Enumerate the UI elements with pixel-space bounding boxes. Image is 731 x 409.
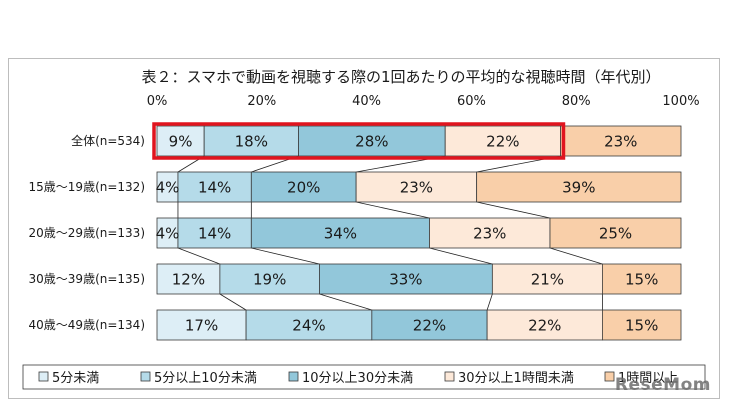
bar-segment [156, 309, 247, 341]
bar-segment [250, 217, 430, 249]
category-label: 20歳～29歳(n=133) [29, 226, 145, 240]
highlight-rect [152, 122, 566, 160]
data-label: 22% [486, 133, 519, 151]
category-label: 30歳～39歳(n=135) [29, 272, 145, 286]
legend-swatch [288, 371, 299, 382]
connector-line [356, 201, 430, 219]
category-label: 40歳～49歳(n=134) [29, 318, 145, 332]
bar-segment [602, 309, 682, 341]
data-label: 20% [287, 179, 320, 197]
x-tick-label: 80% [562, 94, 591, 109]
x-axis-ticks: 0% 20% 40% 60% 80% 100% [147, 94, 700, 109]
bar-segment [429, 217, 551, 249]
connector-line [486, 293, 493, 311]
x-tick-label: 40% [352, 94, 381, 109]
category-label: 全体(n=534) [71, 133, 145, 148]
data-label: 4% [156, 179, 180, 197]
data-label: 25% [599, 225, 632, 243]
legend-label: 10分以上30分未満 [302, 371, 413, 386]
connector-line [177, 247, 221, 265]
legend-swatch [140, 371, 151, 382]
data-label: 14% [198, 225, 231, 243]
bar-segment [602, 263, 682, 295]
bar-segment [560, 125, 682, 157]
data-label: 15% [625, 271, 658, 289]
bar-segment [156, 263, 221, 295]
category-labels: 全体(n=534) 15歳～19歳(n=132) 20歳～29歳(n=133) 30歳… [29, 133, 145, 332]
legend-box [22, 364, 706, 390]
bar-segment [250, 171, 357, 203]
bar-segment [177, 171, 252, 203]
bar-segment [219, 263, 320, 295]
category-label: 15歳～19歳(n=132) [29, 180, 145, 194]
data-label: 15% [625, 317, 658, 335]
watermark-logo: ReseMom [614, 375, 711, 395]
data-label: 23% [604, 133, 637, 151]
data-label: 17% [185, 317, 218, 335]
data-labels: 9% 18% 28% 22% 23% 4% 14% 20% 23% 39% 4% 14% 34% 23% 2… [156, 133, 659, 335]
data-label: 14% [198, 179, 231, 197]
connector-line [476, 201, 551, 219]
bar-segment [549, 217, 682, 249]
x-tick-label: 60% [457, 94, 486, 109]
data-label: 22% [413, 317, 446, 335]
data-label: 21% [531, 271, 564, 289]
bar-segment [319, 263, 493, 295]
bars [156, 125, 682, 341]
data-label: 34% [324, 225, 357, 243]
legend-swatch [444, 371, 455, 382]
bar-segment [486, 309, 603, 341]
x-tick-label: 100% [662, 94, 699, 109]
data-label: 9% [169, 133, 193, 151]
legend-swatch [38, 371, 49, 382]
connector-line [251, 247, 320, 265]
data-label: 22% [528, 317, 561, 335]
legend-label: 1時間以上 [618, 371, 678, 386]
data-label: 24% [292, 317, 325, 335]
connector-line [319, 293, 372, 311]
bar-segment [476, 171, 682, 203]
bar-segment [371, 309, 488, 341]
chart-title: 表２：スマホで動画を視聴する際の1回あたりの平均的な視聴時間（年代別） [141, 68, 660, 86]
chart-frame: 表２：スマホで動画を視聴する際の1回あたりの平均的な視聴時間（年代別） 0% 20… [8, 58, 720, 399]
bar-segment [355, 171, 478, 203]
bar-segment [156, 125, 205, 157]
stacked-bar-chart: 表２：スマホで動画を視聴する際の1回あたりの平均的な視聴時間（年代別） 0% 20… [22, 68, 706, 390]
x-tick-label: 20% [247, 94, 276, 109]
highlight-box [152, 122, 566, 160]
data-label: 23% [473, 225, 506, 243]
data-label: 23% [400, 179, 433, 197]
data-label: 19% [253, 271, 286, 289]
connector-line [549, 247, 603, 265]
connector-line [219, 293, 247, 311]
bar-segment [298, 125, 446, 157]
bar-segment [245, 309, 373, 341]
x-tick-label: 0% [147, 94, 168, 109]
data-label: 33% [389, 271, 422, 289]
data-label: 12% [172, 271, 205, 289]
legend-label: 5分以上10分未満 [154, 371, 257, 386]
legend-swatch [604, 371, 615, 382]
legend-label: 30分以上1時間未満 [458, 371, 574, 386]
data-label: 18% [235, 133, 268, 151]
connector-line [429, 247, 493, 265]
legend-label: 5分未満 [52, 371, 99, 386]
data-label: 28% [355, 133, 388, 151]
data-label: 4% [156, 225, 180, 243]
data-label: 39% [562, 179, 595, 197]
bar-segment [203, 125, 299, 157]
legend: 5分未満 5分以上10分未満 10分以上30分未満 30分以上1時間未満 1時間以上 [22, 364, 706, 390]
bar-segment [177, 217, 252, 249]
